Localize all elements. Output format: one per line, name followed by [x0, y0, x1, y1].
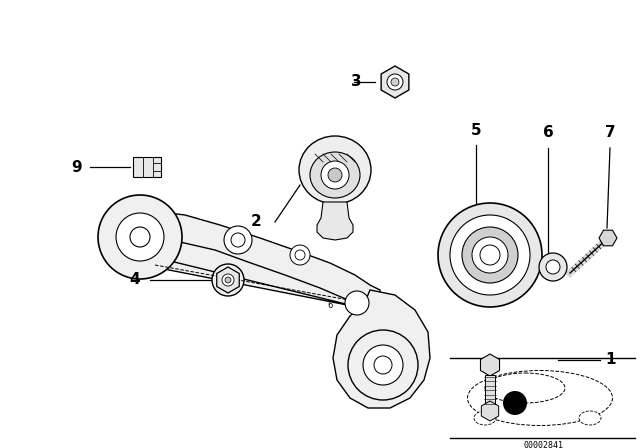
Polygon shape	[381, 66, 409, 98]
Polygon shape	[333, 290, 430, 408]
Circle shape	[462, 227, 518, 283]
Circle shape	[374, 356, 392, 374]
Circle shape	[472, 237, 508, 273]
Text: 6: 6	[543, 125, 554, 140]
Circle shape	[130, 227, 150, 247]
Circle shape	[212, 264, 244, 296]
Circle shape	[539, 253, 567, 281]
Ellipse shape	[467, 370, 612, 426]
Circle shape	[328, 168, 342, 182]
Text: 5: 5	[470, 123, 481, 138]
Circle shape	[225, 277, 231, 283]
Text: 4: 4	[129, 272, 140, 288]
Ellipse shape	[579, 411, 601, 425]
Circle shape	[295, 250, 305, 260]
Text: 3: 3	[351, 74, 362, 90]
Circle shape	[98, 195, 182, 279]
Ellipse shape	[299, 136, 371, 204]
Bar	[133, 157, 161, 177]
Circle shape	[231, 233, 245, 247]
Circle shape	[345, 291, 369, 315]
Circle shape	[387, 74, 403, 90]
Polygon shape	[481, 401, 499, 421]
Circle shape	[503, 391, 527, 415]
Circle shape	[290, 245, 310, 265]
Circle shape	[321, 161, 349, 189]
Circle shape	[348, 330, 418, 400]
Text: 00002841: 00002841	[523, 440, 563, 448]
Polygon shape	[599, 230, 617, 246]
Polygon shape	[217, 267, 239, 293]
Circle shape	[224, 226, 252, 254]
Circle shape	[546, 260, 560, 274]
Circle shape	[480, 245, 500, 265]
Text: 7: 7	[605, 125, 615, 140]
Circle shape	[116, 213, 164, 261]
Text: 9: 9	[72, 159, 82, 175]
Text: 1: 1	[605, 353, 616, 367]
Circle shape	[391, 78, 399, 86]
Circle shape	[219, 271, 237, 289]
Circle shape	[363, 345, 403, 385]
Text: 6: 6	[327, 301, 333, 310]
Polygon shape	[481, 354, 500, 376]
Circle shape	[222, 274, 234, 286]
Ellipse shape	[485, 373, 565, 403]
Bar	[485, 375, 495, 407]
Text: 2: 2	[252, 215, 262, 229]
Ellipse shape	[474, 411, 496, 425]
Polygon shape	[317, 202, 353, 240]
Circle shape	[438, 203, 542, 307]
Ellipse shape	[310, 152, 360, 198]
Polygon shape	[105, 212, 383, 312]
Text: 8: 8	[540, 372, 550, 388]
Circle shape	[450, 215, 530, 295]
